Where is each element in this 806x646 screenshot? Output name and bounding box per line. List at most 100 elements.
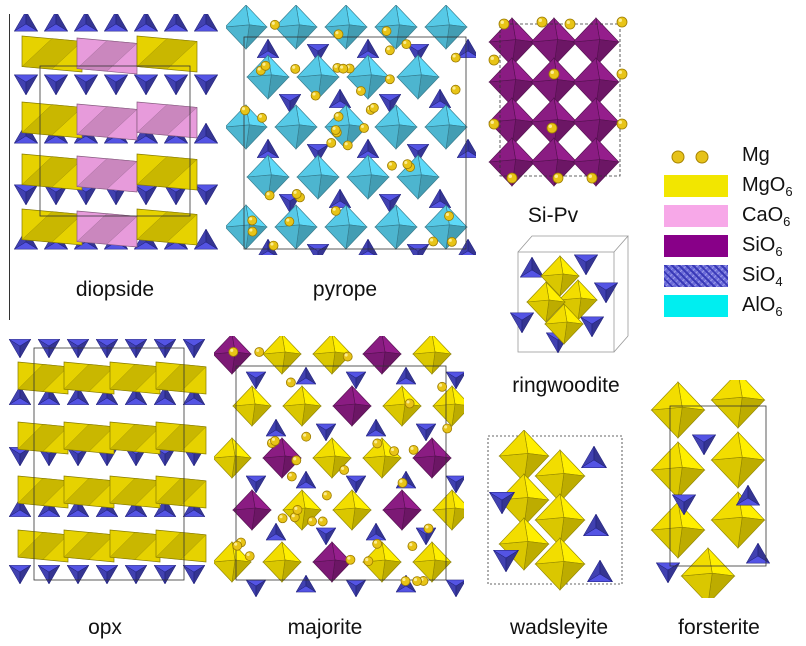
- sio4-tetrahedron: [164, 565, 177, 585]
- mgo6-octahedron: [650, 441, 683, 471]
- sio4-tetrahedron: [405, 366, 417, 385]
- legend-label-sio4: SiO4: [742, 264, 783, 289]
- mg-atom: [244, 551, 255, 562]
- mg-atom: [230, 348, 234, 352]
- sio4-tetrahedron: [325, 527, 337, 546]
- mgo6-octahedron: [559, 561, 586, 591]
- sio4-tetrahedron: [275, 418, 287, 437]
- mgo6-octahedron: [710, 396, 743, 429]
- mg-atom: [264, 190, 275, 201]
- octahedron: [262, 351, 286, 375]
- wadsleyite-label: wadsleyite: [509, 616, 609, 639]
- mg-atom: [500, 20, 504, 24]
- mg-atom: [373, 540, 378, 544]
- unit-cell: [39, 65, 191, 217]
- octahedron: [232, 385, 256, 407]
- alo6-octahedron: [445, 124, 468, 150]
- mg-atom: [444, 425, 448, 429]
- alo6-octahedron: [374, 204, 400, 228]
- mgo6-polyhedron: [109, 531, 161, 560]
- mgo6-polyhedron: [63, 477, 115, 506]
- mg-atom: [294, 506, 298, 510]
- mg-atom: [321, 490, 332, 501]
- mg-atom: [342, 140, 353, 151]
- mgo6-polyhedron: [21, 104, 83, 136]
- mg-atom: [257, 67, 261, 71]
- alo6-octahedron: [274, 5, 300, 28]
- sio6-octahedron: [572, 137, 600, 163]
- mg-atom: [404, 398, 415, 409]
- mg-atom: [450, 84, 461, 95]
- mg-atom: [552, 172, 564, 184]
- sio4-tetrahedron: [145, 184, 158, 206]
- sio4-tetrahedron: [19, 385, 32, 405]
- sio4-tetrahedron: [85, 184, 98, 206]
- sio4-tetrahedron: [355, 579, 367, 598]
- mg-atom: [386, 76, 390, 80]
- sio4-tetrahedron: [439, 188, 452, 208]
- mgo6-polyhedron: [21, 156, 83, 188]
- mgo6-polyhedron: [17, 423, 69, 452]
- mg-atom: [303, 433, 307, 437]
- sio6-octahedron: [572, 57, 600, 83]
- alo6-octahedron: [424, 124, 450, 150]
- mg-atom: [406, 400, 410, 404]
- mg-atom: [270, 436, 280, 446]
- sio4-tetrahedron: [19, 447, 32, 467]
- mgo6-octahedron: [498, 517, 529, 545]
- sio4-tetrahedron: [375, 522, 387, 541]
- mg-atom: [404, 160, 408, 165]
- mg-atom: [228, 346, 239, 357]
- cao6-swatch: [664, 205, 728, 227]
- mg-atom: [277, 513, 288, 524]
- sio4-tetrahedron: [367, 138, 380, 158]
- mg-atom: [437, 381, 448, 392]
- mg-atom: [312, 92, 316, 96]
- octahedron: [312, 351, 336, 375]
- mgo6-octahedron: [737, 516, 766, 549]
- mg-atom: [445, 212, 450, 217]
- alo6-octahedron: [396, 174, 422, 200]
- mgo6-octahedron: [540, 255, 564, 277]
- octahedron: [332, 489, 356, 511]
- mg-atom: [293, 190, 297, 194]
- legend-row-alo6: AlO6: [660, 292, 806, 319]
- octahedron: [262, 559, 286, 583]
- mg-atom: [338, 63, 349, 74]
- octahedron: [262, 437, 286, 459]
- mg-atom: [550, 70, 554, 74]
- mg-atom: [429, 238, 434, 242]
- mg-atom: [616, 68, 628, 80]
- mgo6-octahedron: [558, 279, 582, 301]
- cao6-polyhedron: [76, 158, 138, 190]
- sio4-tetrahedron: [25, 184, 38, 206]
- sio4-tetrahedron: [55, 74, 68, 96]
- mg-atom: [234, 542, 238, 546]
- sipv-svg: [488, 16, 628, 187]
- sio6-octahedron: [488, 57, 516, 83]
- mg-atom: [452, 86, 456, 90]
- diopside-svg: [13, 14, 219, 250]
- mg-atom: [363, 556, 374, 567]
- alo6-octahedron: [226, 204, 250, 228]
- alo6-octahedron: [345, 224, 368, 250]
- octahedron: [412, 336, 436, 355]
- mg-atom: [319, 518, 323, 522]
- mg-atom: [292, 65, 296, 69]
- sio6-octahedron: [530, 159, 558, 187]
- sio4-tetrahedron: [135, 565, 148, 585]
- octahedron: [214, 437, 236, 459]
- mgo6-polyhedron: [63, 363, 115, 392]
- mg-atom: [359, 123, 369, 133]
- sio4-tetrahedron: [355, 475, 367, 494]
- mg-atom: [399, 479, 403, 483]
- mg-atom: [410, 446, 414, 450]
- sio4-tetrahedron: [591, 316, 604, 338]
- legend-row-sio4: SiO4: [660, 262, 806, 289]
- sio4-tetrahedron: [367, 238, 378, 255]
- mg-atom: [389, 446, 399, 457]
- octahedron: [312, 559, 336, 583]
- alo6-octahedron: [226, 124, 250, 150]
- mgo6-octahedron: [534, 449, 565, 477]
- mg-atom: [330, 125, 341, 135]
